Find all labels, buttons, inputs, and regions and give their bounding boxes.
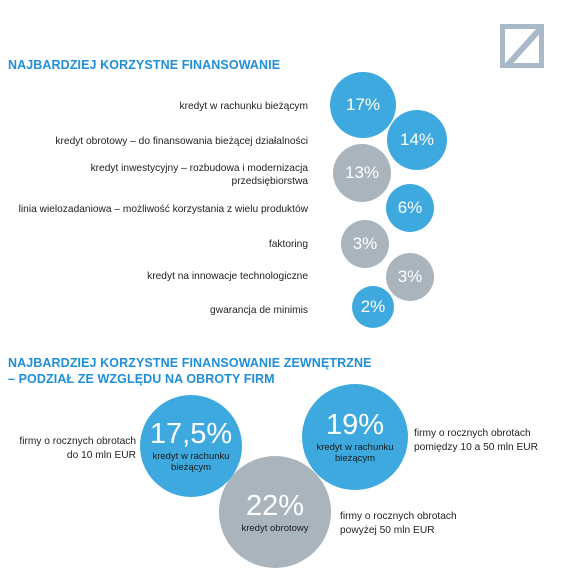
bubble-investment: 13% bbox=[333, 144, 391, 202]
bubble-de-minimis: 2% bbox=[352, 286, 394, 328]
segment-label-line1: firmy o rocznych obrotach bbox=[19, 436, 136, 447]
segment-label-line2: powyżej 50 mln EUR bbox=[340, 524, 435, 536]
bubble-value: 3% bbox=[397, 267, 423, 286]
segment-label-line1: firmy o rocznych obrotach bbox=[414, 428, 531, 439]
row-label-factoring: faktoring bbox=[268, 239, 308, 250]
section-title-external-financing: NAJBARDZIEJ KORZYSTNE FINANSOWANIE ZEWNĘ… bbox=[8, 355, 372, 387]
row-label-de-minimis: gwarancja de minimis bbox=[210, 305, 308, 316]
row-label-investment-line2: przedsiębiorstwa bbox=[231, 176, 308, 187]
segment-label-large-firms: firmy o rocznych obrotach powyżej 50 mln… bbox=[340, 510, 457, 537]
bubble-value: 13% bbox=[344, 163, 380, 182]
segment-label-line2: do 10 mln EUR bbox=[66, 449, 136, 461]
bubble-value: 14% bbox=[399, 130, 435, 149]
bubble-product-line2: bieżącym bbox=[170, 462, 212, 473]
bubble-large-firms: 22% kredyt obrotowy bbox=[219, 456, 331, 568]
bubble-working-capital: 14% bbox=[387, 110, 447, 170]
section-title-financing: NAJBARDZIEJ KORZYSTNE FINANSOWANIE bbox=[8, 58, 281, 72]
bubble-value: 2% bbox=[360, 297, 386, 316]
segment-label-line2: pomiędzy 10 a 50 mln EUR bbox=[414, 441, 539, 453]
segment-label-small-firms: firmy o rocznych obrotach do 10 mln EUR bbox=[19, 435, 136, 462]
row-label-working-capital: kredyt obrotowy – do finansowania bieżąc… bbox=[55, 136, 308, 147]
bubble-product: kredyt w rachunku bieżącym bbox=[152, 451, 229, 473]
bubble-innovation-credit: 3% bbox=[386, 253, 434, 301]
segment-label-line1: firmy o rocznych obrotach bbox=[340, 511, 457, 522]
bubble-factoring: 3% bbox=[341, 220, 389, 268]
bubble-value: 6% bbox=[397, 198, 423, 217]
bubble-value: 19% bbox=[325, 409, 385, 441]
bubble-product: kredyt obrotowy bbox=[241, 522, 309, 534]
bubble-value: 3% bbox=[352, 234, 378, 253]
deutsche-bank-logo-icon bbox=[500, 24, 544, 68]
row-label-multi-purpose-line: linia wielozadaniowa – możliwość korzyst… bbox=[18, 204, 308, 215]
row-label-investment-line1: kredyt inwestycyjny – rozbudowa i modern… bbox=[90, 163, 308, 174]
bubble-value: 17,5% bbox=[149, 418, 233, 450]
bubble-product-line1: kredyt w rachunku bbox=[152, 451, 230, 462]
bubble-small-firms: 17,5% kredyt w rachunku bieżącym bbox=[140, 395, 242, 497]
section-title-line1: NAJBARDZIEJ KORZYSTNE FINANSOWANIE ZEWNĘ… bbox=[8, 356, 372, 370]
bubble-multi-purpose-line: 6% bbox=[386, 184, 434, 232]
bubble-value: 22% bbox=[245, 489, 305, 522]
bubble-overdraft: 17% bbox=[330, 72, 396, 138]
row-label-investment: kredyt inwestycyjny – rozbudowa i modern… bbox=[91, 162, 308, 188]
bubble-product-line2: bieżącym bbox=[334, 453, 376, 464]
bubble-product: kredyt w rachunku bieżącym bbox=[316, 442, 393, 464]
segment-label-mid-firms: firmy o rocznych obrotach pomiędzy 10 a … bbox=[414, 427, 538, 454]
bubble-product-line1: kredyt w rachunku bbox=[316, 442, 394, 453]
section-title-line2: – PODZIAŁ ZE WZGLĘDU NA OBROTY FIRM bbox=[8, 372, 275, 386]
row-label-innovation-credit: kredyt na innowacje technologiczne bbox=[147, 271, 308, 282]
bubble-mid-firms: 19% kredyt w rachunku bieżącym bbox=[302, 384, 408, 490]
row-label-overdraft: kredyt w rachunku bieżącym bbox=[179, 101, 308, 112]
bubble-value: 17% bbox=[345, 95, 381, 114]
